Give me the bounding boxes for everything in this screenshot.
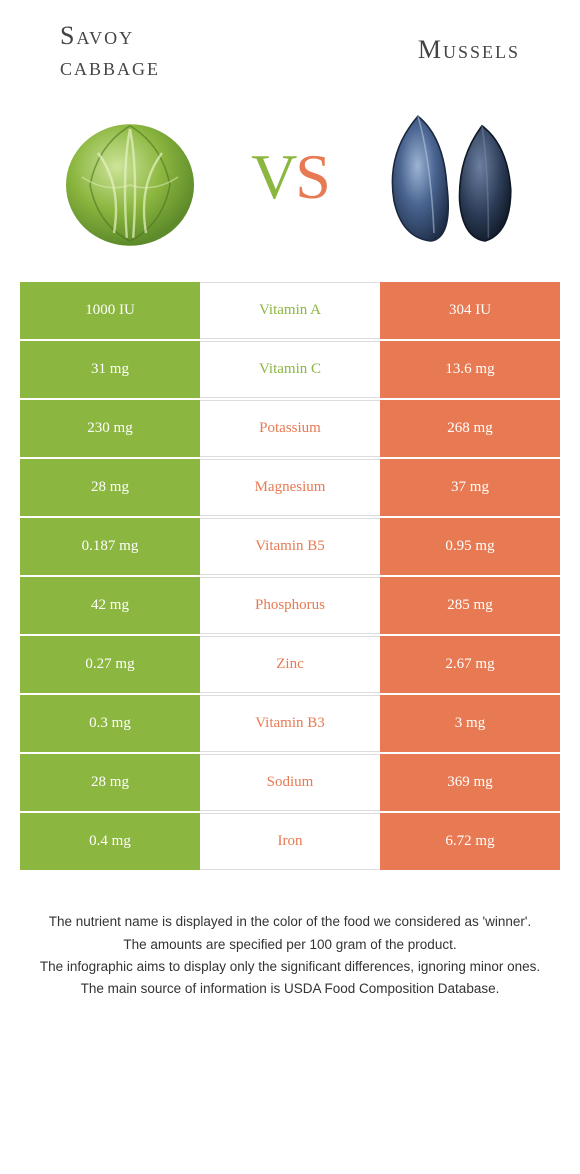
footer-line-3: The infographic aims to display only the… xyxy=(30,957,550,977)
cabbage-icon xyxy=(50,97,210,257)
left-title-line2: cabbage xyxy=(60,52,160,81)
nutrient-label: Vitamin B3 xyxy=(200,695,380,752)
right-value: 0.95 mg xyxy=(380,518,560,575)
vs-v: V xyxy=(251,141,295,212)
nutrient-label: Vitamin A xyxy=(200,282,380,339)
nutrient-label: Magnesium xyxy=(200,459,380,516)
left-value: 1000 IU xyxy=(20,282,200,339)
left-value: 28 mg xyxy=(20,459,200,516)
left-value: 0.27 mg xyxy=(20,636,200,693)
table-row: 0.187 mgVitamin B50.95 mg xyxy=(20,518,560,575)
vs-label: VS xyxy=(251,140,329,214)
right-title: Mussels xyxy=(418,35,520,64)
left-value: 0.3 mg xyxy=(20,695,200,752)
right-value: 13.6 mg xyxy=(380,341,560,398)
left-value: 0.187 mg xyxy=(20,518,200,575)
right-value: 3 mg xyxy=(380,695,560,752)
nutrient-table: 1000 IUVitamin A304 IU31 mgVitamin C13.6… xyxy=(20,282,560,870)
mussels-icon xyxy=(370,97,530,257)
table-row: 28 mgMagnesium37 mg xyxy=(20,459,560,516)
right-food-title: Mussels xyxy=(290,20,540,65)
left-title-line1: Savoy xyxy=(60,21,134,50)
footer-line-2: The amounts are specified per 100 gram o… xyxy=(30,935,550,955)
left-value: 28 mg xyxy=(20,754,200,811)
left-value: 42 mg xyxy=(20,577,200,634)
header: Savoy cabbage Mussels xyxy=(0,0,580,92)
table-row: 0.27 mgZinc2.67 mg xyxy=(20,636,560,693)
right-value: 37 mg xyxy=(380,459,560,516)
right-value: 369 mg xyxy=(380,754,560,811)
table-row: 0.4 mgIron6.72 mg xyxy=(20,813,560,870)
nutrient-label: Sodium xyxy=(200,754,380,811)
nutrient-label: Phosphorus xyxy=(200,577,380,634)
table-row: 230 mgPotassium268 mg xyxy=(20,400,560,457)
right-value: 268 mg xyxy=(380,400,560,457)
right-value: 285 mg xyxy=(380,577,560,634)
table-row: 1000 IUVitamin A304 IU xyxy=(20,282,560,339)
footer-notes: The nutrient name is displayed in the co… xyxy=(0,872,580,1021)
nutrient-label: Potassium xyxy=(200,400,380,457)
right-value: 6.72 mg xyxy=(380,813,560,870)
nutrient-label: Zinc xyxy=(200,636,380,693)
table-row: 31 mgVitamin C13.6 mg xyxy=(20,341,560,398)
nutrient-label: Vitamin B5 xyxy=(200,518,380,575)
left-value: 0.4 mg xyxy=(20,813,200,870)
vs-s: S xyxy=(295,141,329,212)
table-row: 42 mgPhosphorus285 mg xyxy=(20,577,560,634)
footer-line-4: The main source of information is USDA F… xyxy=(30,979,550,999)
table-row: 0.3 mgVitamin B33 mg xyxy=(20,695,560,752)
nutrient-label: Vitamin C xyxy=(200,341,380,398)
left-value: 31 mg xyxy=(20,341,200,398)
images-row: VS xyxy=(0,92,580,282)
table-row: 28 mgSodium369 mg xyxy=(20,754,560,811)
footer-line-1: The nutrient name is displayed in the co… xyxy=(30,912,550,932)
left-value: 230 mg xyxy=(20,400,200,457)
nutrient-label: Iron xyxy=(200,813,380,870)
left-food-title: Savoy cabbage xyxy=(40,20,290,82)
right-value: 304 IU xyxy=(380,282,560,339)
right-value: 2.67 mg xyxy=(380,636,560,693)
